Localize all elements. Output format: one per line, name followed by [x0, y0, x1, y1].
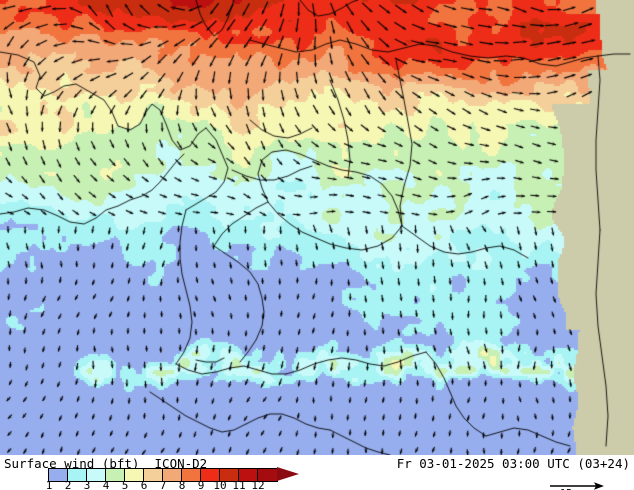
colorbar-tick-1: 1	[45, 479, 53, 490]
colorbar-segment-11[interactable]	[239, 469, 258, 481]
colorbar-segment-1[interactable]	[49, 469, 68, 481]
colorbar-tick-5: 5	[121, 479, 129, 490]
colorbar-overflow-arrow	[277, 467, 299, 481]
forecast-map[interactable]	[0, 0, 634, 455]
colorbar-segment-3[interactable]	[87, 469, 106, 481]
colorbar-segment-5[interactable]	[125, 469, 144, 481]
reference-wind-arrow-icon	[550, 482, 604, 490]
colorbar-tick-4: 4	[102, 479, 110, 490]
colorbar-tick-6: 6	[140, 479, 148, 490]
colorbar-tick-10: 10	[213, 479, 227, 490]
colorbar-tick-12: 12	[251, 479, 265, 490]
colorbar-segment-6[interactable]	[144, 469, 163, 481]
colorbar-tick-7: 7	[159, 479, 167, 490]
colorbar-segment-8[interactable]	[182, 469, 201, 481]
run-datetime-label: Fr 03-01-2025 03:00 UTC (03+24)	[396, 456, 630, 471]
colorbar-segment-7[interactable]	[163, 469, 182, 481]
reference-wind-arrow-label: 15	[560, 488, 572, 490]
colorbar-segment-9[interactable]	[201, 469, 220, 481]
legend-title: Surface wind (bft) ICON-D2	[4, 456, 208, 471]
colorbar-segment-12[interactable]	[258, 469, 277, 481]
colorbar-tick-11: 11	[232, 479, 246, 490]
colorbar-tick-labels: 1 2 3 4 5 6 7 8 9 10 11 12	[0, 480, 320, 490]
colorbar-tick-8: 8	[178, 479, 186, 490]
colorbar[interactable]	[48, 468, 278, 482]
map-footer: Surface wind (bft) ICON-D2 Fr 03-01-2025…	[0, 455, 634, 490]
colorbar-tick-9: 9	[197, 479, 205, 490]
colorbar-segment-10[interactable]	[220, 469, 239, 481]
colorbar-container[interactable]: 1 2 3 4 5 6 7 8 9 10 11 12	[0, 467, 320, 490]
colorbar-tick-2: 2	[64, 479, 72, 490]
colorbar-segment-2[interactable]	[68, 469, 87, 481]
wind-speed-raster	[0, 0, 634, 455]
colorbar-tick-3: 3	[83, 479, 91, 490]
colorbar-segment-4[interactable]	[106, 469, 125, 481]
